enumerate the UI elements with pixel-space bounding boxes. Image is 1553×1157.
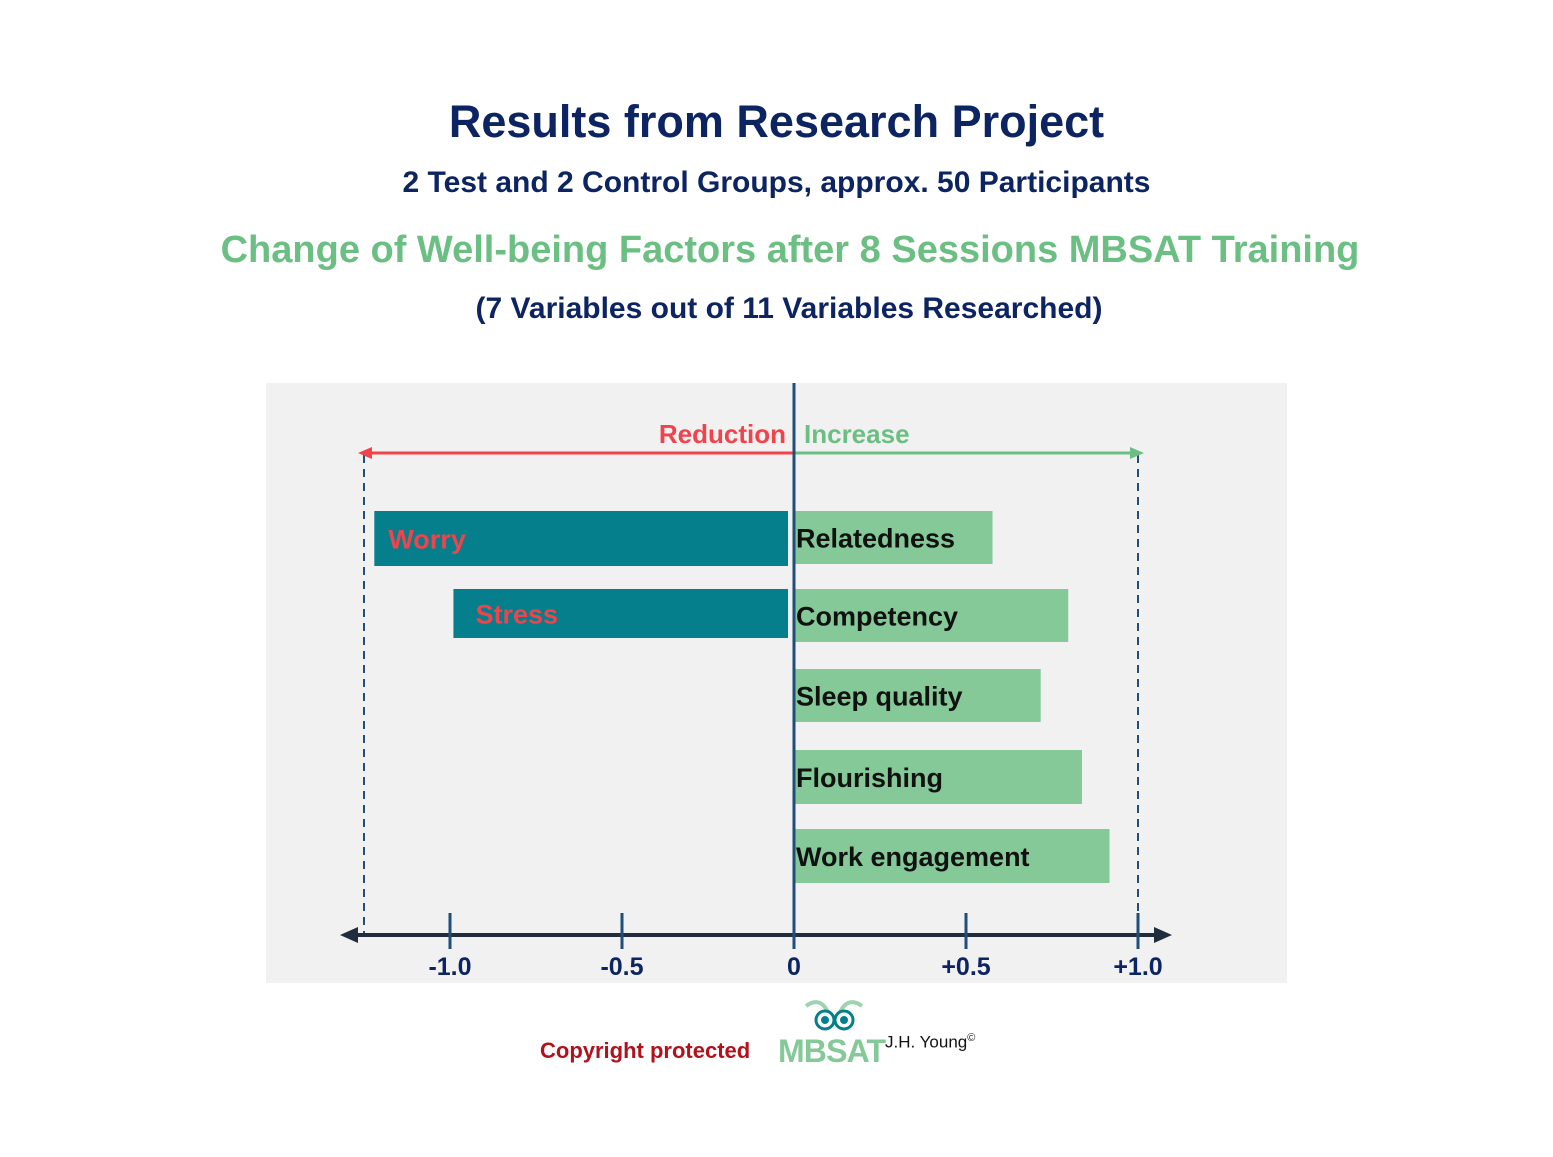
bar-label-work-engagement: Work engagement	[796, 842, 1030, 872]
x-axis-arrow-right	[1154, 927, 1172, 943]
x-tick-label-0: -1.0	[428, 953, 471, 981]
bar-flourishing	[793, 750, 1082, 804]
x-tick-label-4: +1.0	[1113, 953, 1162, 981]
chart-background	[266, 383, 1287, 983]
chart-note: (7 Variables out of 11 Variables Researc…	[475, 292, 1103, 325]
x-tick-label-1: -0.5	[600, 953, 643, 981]
reduction-label: Reduction	[659, 419, 786, 449]
author-name: J.H. Young	[885, 1032, 968, 1052]
page-title: Results from Research Project	[448, 96, 1105, 147]
bar-relatedness	[793, 511, 993, 564]
bar-stress	[453, 589, 788, 638]
x-tick-label-2: 0	[787, 953, 801, 981]
bar-competency	[793, 589, 1069, 642]
bar-worry	[374, 511, 788, 566]
logo-text: MBSAT	[778, 1033, 886, 1068]
bar-sleep-quality	[793, 669, 1041, 722]
bar-label-sleep-quality: Sleep quality	[796, 682, 963, 712]
bar-label-competency: Competency	[796, 602, 958, 632]
x-tick-label-3: +0.5	[941, 953, 990, 981]
chart-heading: Change of Well-being Factors after 8 Ses…	[220, 229, 1360, 271]
mbsat-logo: MBSAT	[778, 1000, 886, 1068]
reduction-arrow-head	[358, 447, 372, 459]
copyright-notice: Copyright protected	[540, 1038, 751, 1063]
author-credit: J.H. Young©	[885, 1032, 975, 1053]
bar-label-relatedness: Relatedness	[796, 524, 955, 554]
increase-label: Increase	[804, 419, 910, 449]
copyright-mark: ©	[967, 1032, 976, 1044]
bar-label-stress: Stress	[475, 600, 558, 630]
page-subtitle: 2 Test and 2 Control Groups, approx. 50 …	[402, 166, 1151, 199]
bar-chart: Reduction Increase Worry Relatedness Stress C…	[266, 383, 1287, 983]
x-axis-arrow-left	[340, 927, 358, 943]
increase-arrow-head	[1130, 447, 1144, 459]
bar-label-worry: Worry	[388, 525, 466, 555]
bar-label-flourishing: Flourishing	[796, 763, 943, 793]
bar-work-engagement	[793, 829, 1110, 883]
